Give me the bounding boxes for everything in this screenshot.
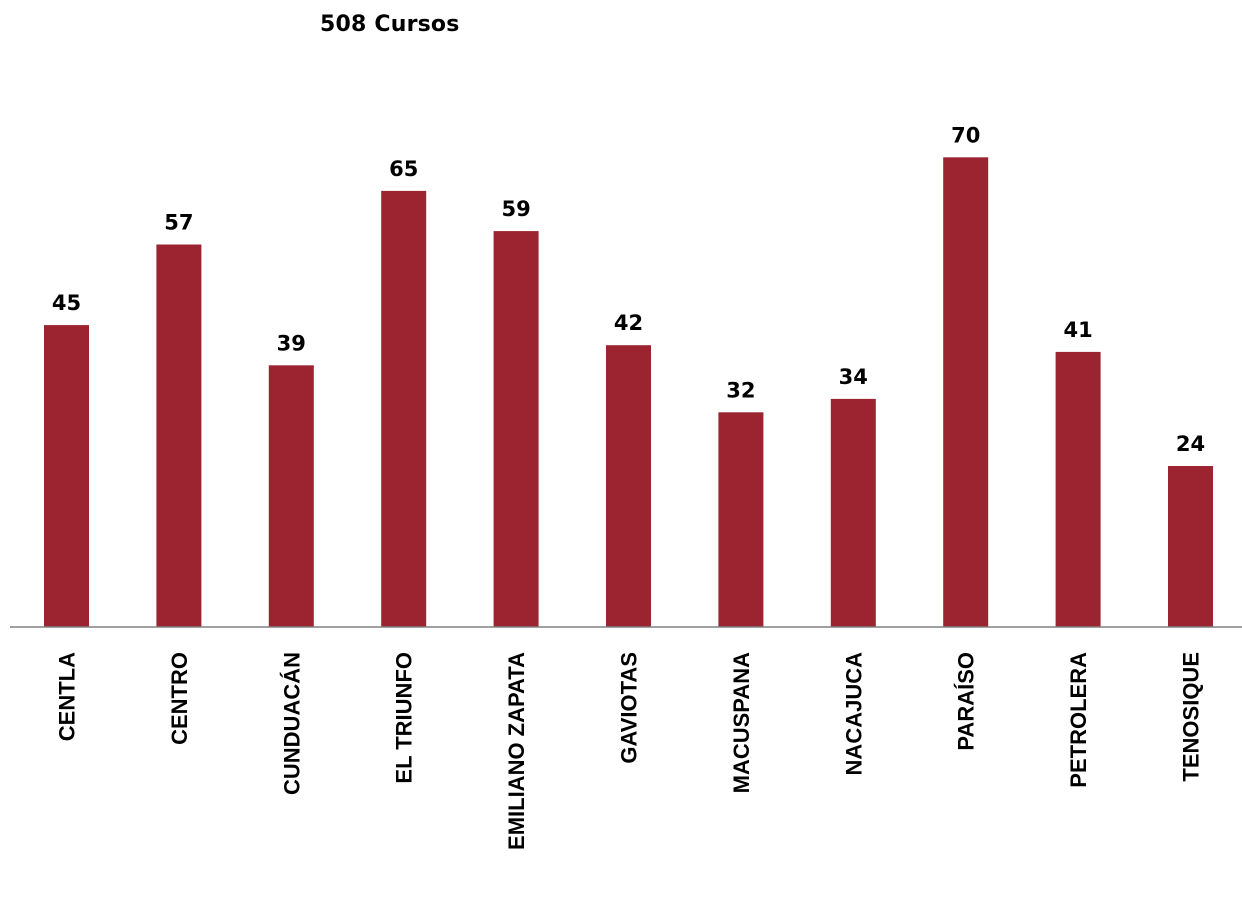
bar-petrolera — [1055, 351, 1101, 627]
chart-title: 508 Cursos — [320, 12, 460, 37]
value-label-paraiso: 70 — [951, 123, 980, 147]
category-label-petrolera: PETROLERA — [1066, 652, 1091, 788]
category-label-centla: CENTLA — [55, 652, 80, 741]
bar-el-triunfo — [381, 190, 427, 627]
bar-macuspana — [718, 412, 764, 627]
value-label-macuspana: 32 — [726, 378, 755, 402]
category-label-gaviotas: GAVIOTAS — [617, 652, 642, 764]
bar-tenosique — [1168, 466, 1213, 627]
category-label-cunduacan: CUNDUACÁN — [279, 652, 304, 795]
bars-group — [44, 157, 1213, 628]
bar-emiliano-zapata — [493, 231, 539, 627]
category-label-nacajuca: NACAJUCA — [841, 652, 866, 776]
bar-centla — [44, 325, 89, 627]
category-label-macuspana: MACUSPANA — [729, 652, 754, 793]
category-label-el-triunfo: EL TRIUNFO — [392, 652, 417, 784]
value-label-cunduacan: 39 — [277, 331, 306, 355]
category-labels-group: CENTLA CENTRO CUNDUACÁN EL TRIUNFO EMILIANO … — [55, 652, 1204, 850]
category-label-paraiso: PARAÍSO — [954, 652, 979, 751]
bar-paraiso — [943, 157, 989, 628]
value-label-centro: 57 — [164, 211, 193, 235]
value-label-nacajuca: 34 — [839, 365, 868, 389]
value-label-gaviotas: 42 — [614, 311, 643, 335]
category-label-centro: CENTRO — [167, 652, 192, 745]
bar-centro — [156, 244, 202, 627]
bar-gaviotas — [606, 345, 651, 627]
bar-cunduacan — [268, 365, 314, 627]
value-labels-group: 45 57 39 65 59 42 32 34 70 41 24 — [52, 123, 1205, 456]
category-label-emiliano-zapata: EMILIANO ZAPATA — [504, 652, 529, 850]
value-label-petrolera: 41 — [1063, 318, 1092, 342]
value-label-tenosique: 24 — [1176, 432, 1205, 456]
value-label-centla: 45 — [52, 291, 81, 315]
value-label-emiliano-zapata: 59 — [501, 197, 530, 221]
bar-nacajuca — [830, 398, 876, 627]
category-label-tenosique: TENOSIQUE — [1179, 652, 1204, 782]
value-label-el-triunfo: 65 — [389, 157, 418, 181]
